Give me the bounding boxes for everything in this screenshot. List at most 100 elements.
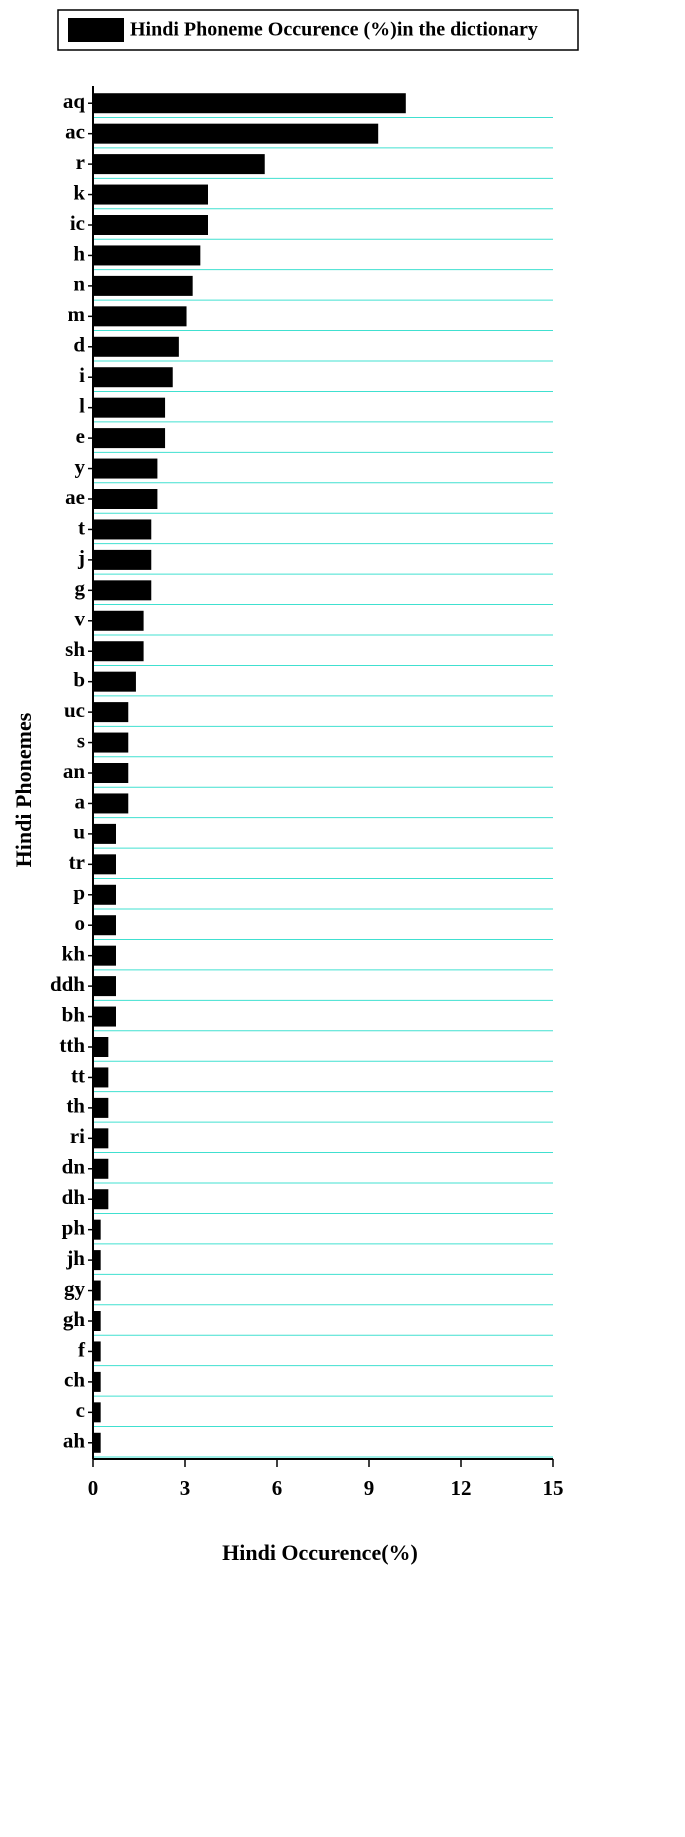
y-tick-label: b [73, 667, 85, 691]
y-tick-label: kh [62, 941, 86, 965]
bar [93, 580, 152, 601]
bar [93, 123, 379, 144]
bar [93, 1006, 116, 1027]
bar [93, 976, 116, 997]
bar [93, 306, 187, 327]
y-tick-label: uc [64, 698, 85, 722]
legend-swatch [68, 18, 124, 42]
bar [93, 1158, 109, 1179]
y-tick-label: l [79, 393, 85, 417]
bar [93, 1341, 101, 1362]
y-tick-label: v [75, 607, 86, 631]
bar [93, 519, 152, 540]
y-tick-label: o [75, 911, 86, 935]
y-tick-label: ph [62, 1215, 86, 1239]
y-tick-label: aq [63, 89, 86, 113]
bar [93, 763, 129, 783]
y-axis-title: Hindi Phonemes [11, 712, 36, 867]
bar [93, 336, 179, 357]
y-tick-label: k [73, 180, 85, 204]
x-tick-label: 6 [272, 1476, 283, 1500]
bar [93, 915, 116, 936]
bar [93, 884, 116, 905]
y-tick-label: u [73, 820, 85, 844]
bar [93, 945, 116, 966]
bar [93, 1219, 101, 1240]
bar [93, 489, 158, 509]
bar [93, 1371, 101, 1392]
bar [93, 671, 136, 692]
y-tick-label: ddh [50, 972, 85, 996]
x-tick-label: 0 [88, 1476, 99, 1500]
y-tick-label: t [78, 515, 85, 539]
bar [93, 1067, 109, 1088]
bar [93, 854, 116, 875]
bar [93, 1037, 109, 1057]
y-tick-label: f [78, 1337, 86, 1361]
y-tick-label: ac [65, 119, 85, 143]
y-tick-label: dh [62, 1185, 86, 1209]
bar [93, 702, 129, 723]
bar [93, 732, 129, 753]
y-tick-label: d [73, 333, 85, 357]
y-tick-label: r [76, 150, 85, 174]
legend-label: Hindi Phoneme Occurence (%)in the dictio… [130, 19, 538, 41]
bar [93, 1189, 109, 1210]
bar [93, 275, 193, 296]
x-tick-label: 15 [543, 1476, 564, 1500]
bar [93, 93, 406, 114]
y-tick-label: h [73, 241, 85, 265]
y-tick-label: ri [70, 1124, 85, 1148]
x-tick-label: 12 [451, 1476, 472, 1500]
y-tick-label: ic [70, 211, 85, 235]
bar [93, 428, 166, 449]
bar [93, 1311, 101, 1331]
bar [93, 397, 166, 418]
bar [93, 1128, 109, 1149]
y-tick-label: ch [64, 1368, 85, 1392]
y-tick-label: p [73, 881, 85, 905]
y-tick-label: a [75, 789, 86, 813]
y-tick-label: ae [65, 485, 85, 509]
y-tick-label: m [68, 302, 86, 326]
bar [93, 610, 144, 631]
y-tick-label: y [75, 454, 86, 478]
y-tick-label: ah [63, 1429, 86, 1453]
y-tick-label: c [76, 1398, 85, 1422]
bar [93, 1097, 109, 1118]
y-tick-label: i [79, 363, 85, 387]
y-tick-label: gh [63, 1307, 86, 1331]
bar [93, 549, 152, 570]
x-axis-title: Hindi Occurence(%) [222, 1540, 418, 1565]
y-tick-label: tth [59, 1033, 85, 1057]
bar [93, 641, 144, 662]
y-tick-label: jh [65, 1246, 85, 1270]
bar [93, 793, 129, 814]
legend-box [57, 9, 579, 51]
y-tick-label: tt [71, 1063, 85, 1087]
y-tick-label: gy [64, 1276, 86, 1300]
bar [93, 184, 208, 205]
y-tick-label: s [77, 728, 85, 752]
y-tick-label: sh [65, 637, 85, 661]
y-tick-label: dn [62, 1155, 86, 1179]
bar [93, 1250, 101, 1271]
bar [93, 154, 265, 175]
y-tick-label: e [76, 424, 85, 448]
y-tick-label: n [73, 272, 85, 296]
y-tick-label: bh [62, 1002, 86, 1026]
bar [93, 1402, 101, 1423]
bar [93, 367, 173, 388]
x-tick-label: 3 [180, 1476, 191, 1500]
bar [93, 1432, 101, 1453]
y-tick-label: tr [69, 850, 85, 874]
bar [93, 245, 201, 266]
y-tick-label: th [66, 1094, 85, 1118]
bar [93, 1280, 101, 1301]
y-tick-label: j [77, 546, 85, 570]
y-tick-label: g [75, 576, 86, 600]
bar [93, 215, 208, 235]
y-tick-label: an [63, 759, 86, 783]
x-tick-label: 9 [364, 1476, 375, 1500]
